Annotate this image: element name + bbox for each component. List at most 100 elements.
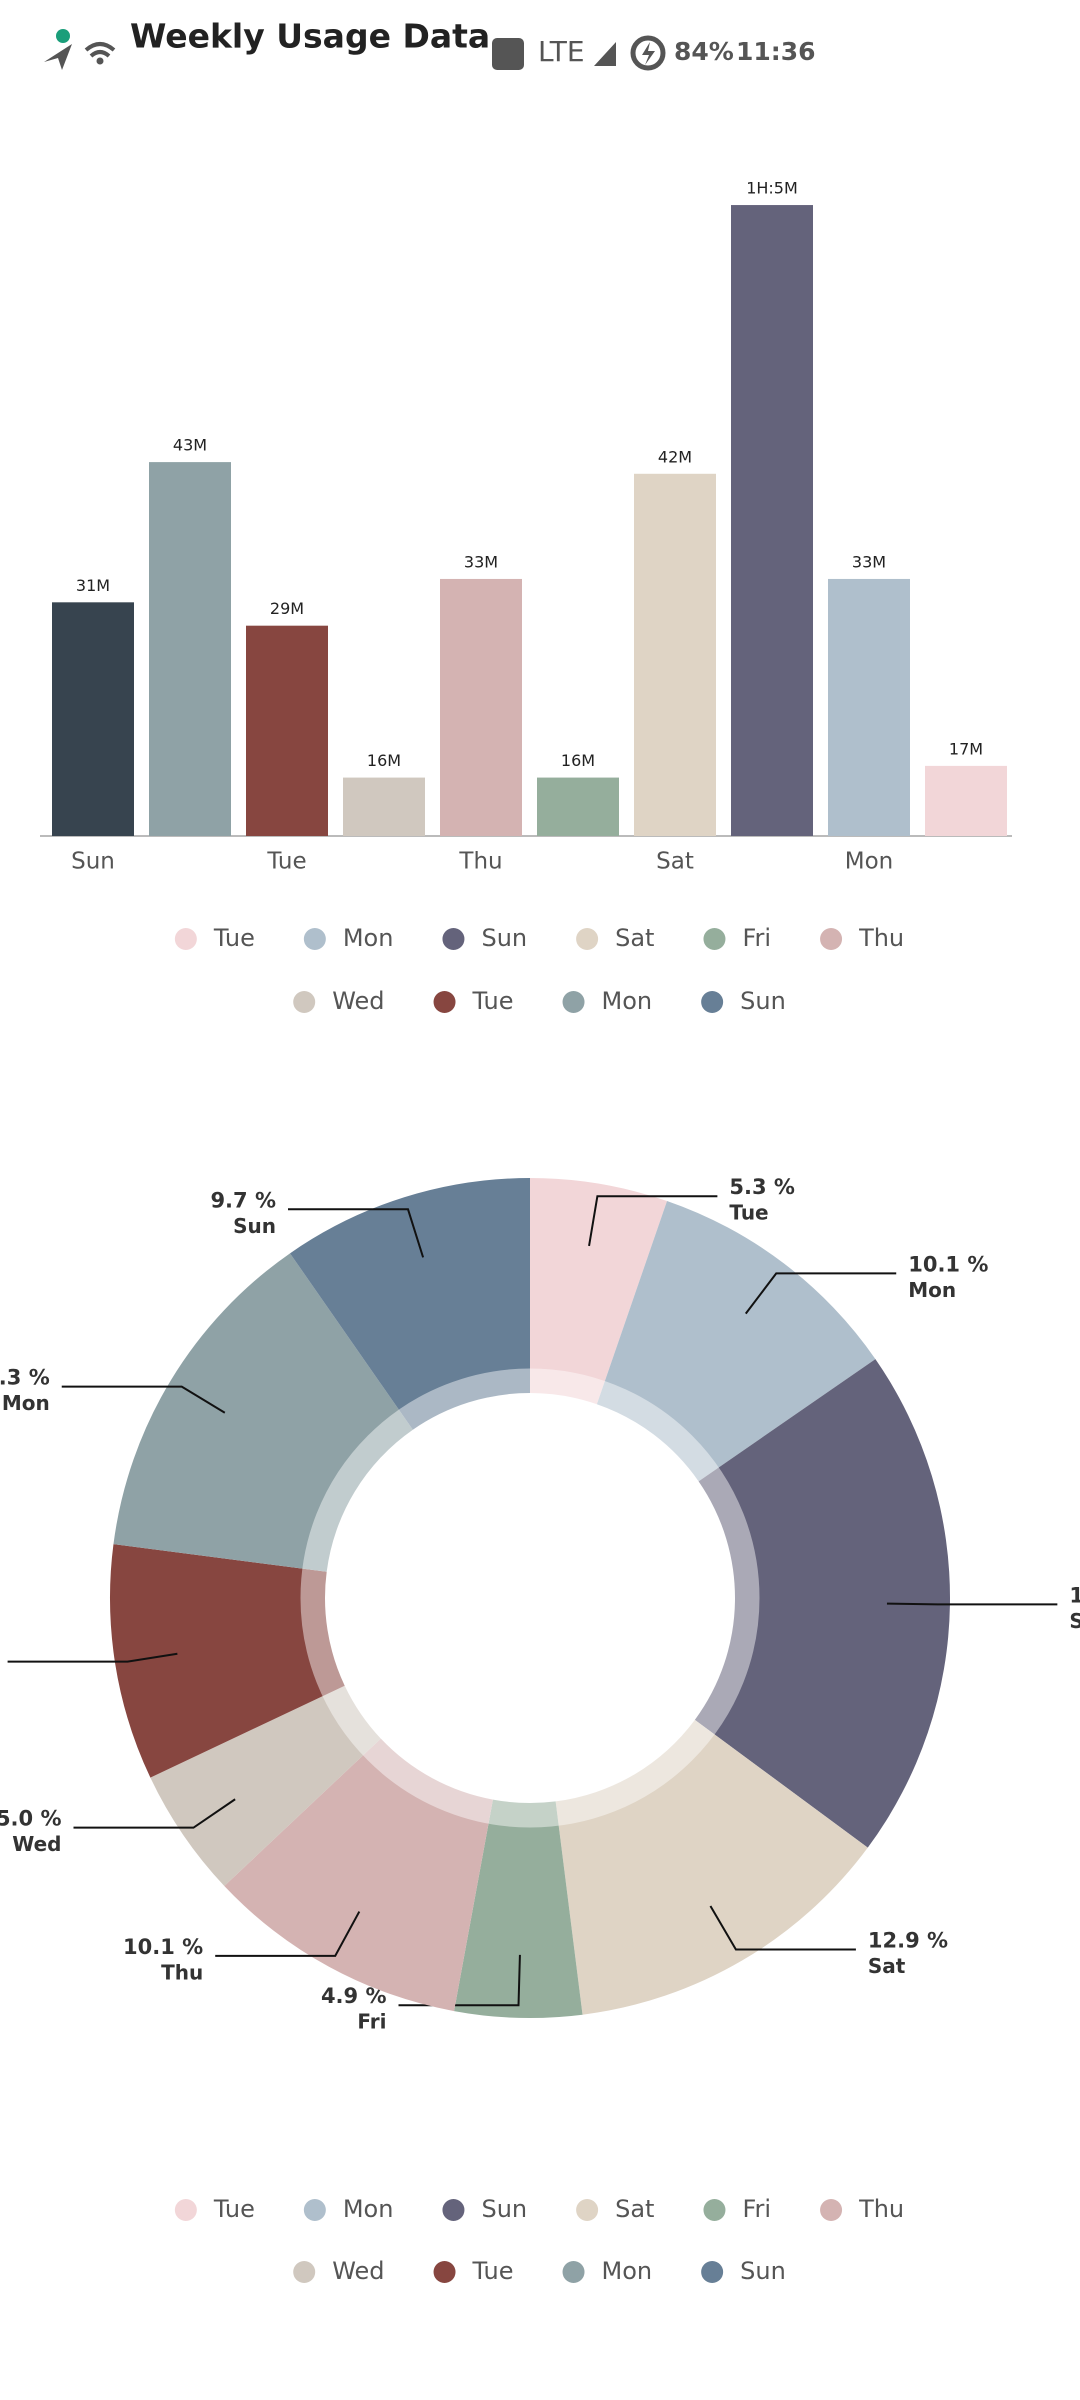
slice-value-label: 13.3 %	[0, 1366, 50, 1390]
legend-swatch	[576, 2199, 599, 2221]
bar-value-label: 33M	[852, 552, 886, 571]
legend-label: Tue	[472, 2257, 514, 2285]
battery-label: 84%	[674, 37, 734, 66]
time-label: 11:36	[736, 37, 816, 66]
bar	[537, 777, 619, 836]
slice-name-label: Sat	[868, 1954, 906, 1978]
donut-slice	[530, 1178, 668, 1405]
donut-slice	[113, 1253, 413, 1572]
slice-name-label: Sun	[233, 1214, 276, 1238]
leader-line	[73, 1798, 236, 1829]
charge-bolt	[642, 42, 655, 65]
x-tick-label: Thu	[458, 849, 502, 875]
legend-swatch	[174, 2199, 197, 2221]
donut-slice	[150, 1685, 381, 1887]
volte-icon	[492, 38, 524, 70]
page-title: Weekly Usage Data	[130, 17, 490, 56]
send-icon	[44, 44, 72, 70]
slice-value-label: 5.0 %	[0, 1807, 61, 1831]
bar	[343, 777, 425, 836]
bar-value-label: 42M	[658, 447, 692, 466]
legend-swatch	[303, 2199, 326, 2221]
donut-inner-ring	[300, 1368, 760, 1828]
slice-value-label: 19.8 %	[1069, 1583, 1080, 1607]
legend-swatch	[562, 2261, 585, 2283]
legend-label: Fri	[742, 924, 771, 952]
legend-label: Tue	[472, 987, 514, 1015]
leader-line	[215, 1911, 361, 1957]
legend-label: Sat	[615, 924, 654, 952]
donut-slice	[289, 1178, 530, 1430]
bar	[828, 578, 910, 836]
legend-label: Mon	[343, 2195, 394, 2223]
legend-swatch	[174, 928, 197, 950]
slice-value-label: 9.7 %	[210, 1188, 276, 1212]
bar	[731, 205, 813, 837]
legend-swatch	[576, 928, 599, 950]
signal-icon	[594, 42, 616, 66]
donut-slice	[555, 1719, 868, 2015]
slice-name-label: Tue	[729, 1201, 768, 1225]
donut-slice	[224, 1738, 493, 2012]
wifi-dot	[96, 57, 104, 65]
legend-label: Wed	[332, 987, 384, 1015]
donut-slice	[596, 1200, 876, 1482]
legend-label: Wed	[332, 2257, 384, 2285]
legend-swatch	[442, 2199, 465, 2221]
leader-line	[886, 1602, 1058, 1606]
leader-line	[7, 1652, 178, 1663]
legend-swatch	[703, 928, 726, 950]
legend-label: Fri	[742, 2195, 771, 2223]
slice-name-label: Wed	[12, 1832, 61, 1856]
legend-swatch	[293, 2261, 316, 2283]
legend-swatch	[433, 991, 456, 1013]
slice-name-label: Fri	[357, 2010, 386, 2034]
battery-icon	[630, 35, 666, 71]
bar	[149, 462, 231, 836]
bar-value-label: 33M	[464, 552, 498, 571]
wifi-icon	[84, 42, 116, 58]
slice-value-label: 12.9 %	[868, 1929, 948, 1953]
legend-row: Tue Mon Sun Sat Fri Thu	[174, 2195, 904, 2223]
bar	[52, 602, 134, 836]
slice-name-label: Thu	[161, 1960, 203, 1984]
slice-name-label: Sun	[1069, 1609, 1080, 1633]
legend-label: Thu	[858, 2195, 904, 2223]
bar-value-label: 16M	[367, 751, 401, 770]
slice-value-label: 10.1 %	[123, 1935, 203, 1959]
leader-line	[744, 1272, 897, 1315]
legend-label: Mon	[343, 924, 394, 952]
legend-swatch	[820, 2199, 843, 2221]
bar-value-label: 43M	[173, 436, 207, 455]
donut-slice	[454, 1799, 583, 2018]
leader-line	[288, 1208, 425, 1258]
legend-swatch	[820, 928, 843, 950]
legend-label: Sun	[481, 2195, 527, 2223]
legend-label: Mon	[602, 2257, 653, 2285]
legend-swatch	[701, 991, 724, 1013]
leader-line	[588, 1195, 718, 1247]
bar-value-label: 31M	[76, 576, 110, 595]
slice-name-label: Mon	[2, 1391, 50, 1415]
legend-swatch	[562, 991, 585, 1013]
legend-label: Sun	[740, 2257, 786, 2285]
legend-label: Mon	[602, 987, 653, 1015]
legend-row: Tue Mon Sun Sat Fri Thu	[174, 924, 904, 952]
bar	[440, 578, 522, 836]
x-tick-label: Mon	[845, 849, 894, 875]
bar-value-label: 29M	[270, 599, 304, 618]
legend-swatch	[701, 2261, 724, 2283]
legend-label: Sun	[481, 924, 527, 952]
legend-swatch	[703, 2199, 726, 2221]
leader-line	[61, 1385, 226, 1414]
slice-value-label: 10.1 %	[908, 1252, 988, 1276]
bar-value-label: 17M	[949, 739, 983, 758]
x-tick-label: Sat	[656, 849, 694, 875]
legend-row: Wed Tue Mon Sun	[293, 2257, 786, 2285]
network-label: LTE	[538, 35, 585, 68]
legend-label: Tue	[213, 2195, 255, 2223]
legend-label: Sat	[615, 2195, 654, 2223]
bar-value-label: 1H:5M	[746, 179, 798, 198]
legend-swatch	[303, 928, 326, 950]
donut-slice	[110, 1544, 345, 1778]
